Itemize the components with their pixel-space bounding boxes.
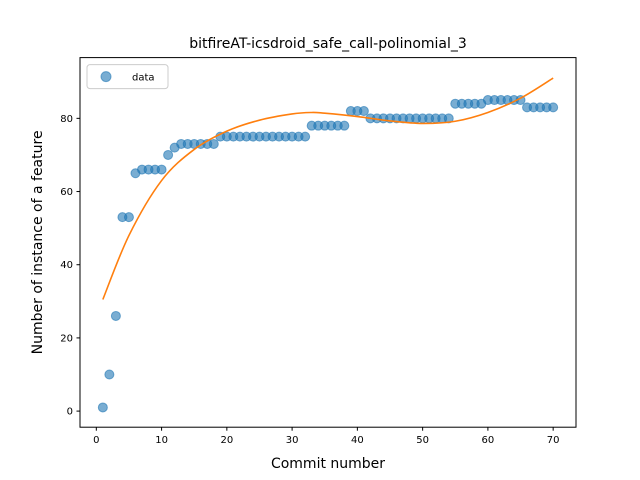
plot-area xyxy=(97,77,559,413)
data-point xyxy=(358,106,369,117)
data-point xyxy=(123,212,134,223)
y-tick-label: 0 xyxy=(67,407,73,418)
y-axis: 0 20 40 60 80 xyxy=(60,114,80,418)
x-tick-label: 30 xyxy=(286,435,299,446)
data-point xyxy=(156,164,167,175)
y-axis-label: Number of instance of a feature xyxy=(30,130,46,354)
data-point xyxy=(110,310,121,321)
axes-frame xyxy=(79,57,577,428)
data-point xyxy=(300,131,311,142)
y-tick-label: 20 xyxy=(60,333,73,344)
data-point xyxy=(163,149,174,160)
y-tick-label: 60 xyxy=(60,187,73,198)
x-tick-label: 50 xyxy=(416,435,429,446)
legend-marker xyxy=(100,71,112,83)
legend-label-data: data xyxy=(132,73,155,84)
y-tick-label: 80 xyxy=(60,114,73,125)
y-tick-label: 40 xyxy=(60,260,73,271)
x-tick-label: 40 xyxy=(351,435,364,446)
x-tick-label: 10 xyxy=(155,435,168,446)
chart-title: bitfireAT-icsdroid_safe_call-polinomial_… xyxy=(189,36,467,52)
x-tick-label: 0 xyxy=(93,435,99,446)
data-point xyxy=(339,120,350,131)
legend: data xyxy=(86,64,169,90)
x-axis-label: Commit number xyxy=(271,456,385,472)
data-point xyxy=(208,138,219,149)
x-tick-label: 70 xyxy=(547,435,560,446)
legend-box xyxy=(86,64,169,90)
x-tick-label: 20 xyxy=(220,435,233,446)
data-point xyxy=(548,102,559,113)
fit-curve xyxy=(102,77,554,300)
data-point xyxy=(104,369,115,380)
x-axis: 0 10 20 30 40 50 60 70 xyxy=(93,427,560,446)
data-point xyxy=(97,402,108,413)
x-tick-label: 60 xyxy=(482,435,495,446)
